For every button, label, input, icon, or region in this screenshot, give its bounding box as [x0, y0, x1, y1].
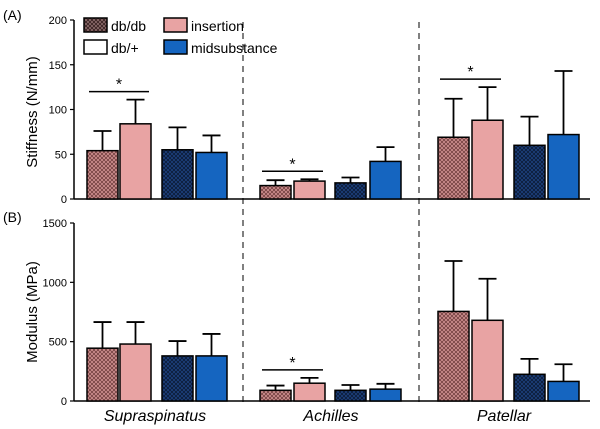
bar-supraspinatus-dbdb-midsubstance — [161, 355, 194, 402]
bar-supraspinatus-dbplus-insertion — [119, 343, 152, 402]
modulus-panel: 0 500 1000 1500 * — [43, 218, 590, 408]
legend-swatch-insertion — [163, 17, 188, 33]
y-tick-label-a: 50 — [55, 149, 67, 161]
bar-achilles-dbdb-insertion — [259, 184, 292, 200]
category-label-supraspinatus: Supraspinatus — [104, 408, 206, 425]
significance-star-achilles: * — [289, 156, 295, 173]
legend: db/db db/+ insertion midsubstance — [83, 17, 278, 56]
y-tick-label-b: 0 — [61, 396, 67, 408]
bar-supraspinatus-dbdb-midsubstance — [161, 149, 194, 200]
y-tick-label-b: 1500 — [43, 218, 67, 230]
panel-b-label: (B) — [3, 209, 22, 225]
bar-achilles-dbplus-insertion — [293, 382, 326, 402]
category-label-achilles: Achilles — [302, 408, 358, 425]
significance-star-achilles: * — [289, 355, 295, 372]
legend-swatch-dbdb — [83, 17, 108, 33]
bar-patellar-dbplus-insertion — [471, 319, 504, 402]
bar-patellar-dbdb-midsubstance — [513, 373, 546, 402]
y-tick-label-a: 200 — [49, 15, 67, 27]
y-tick-label-a: 0 — [61, 194, 67, 206]
y-tick-label-a: 150 — [49, 60, 67, 72]
bar-supraspinatus-dbplus-midsubstance — [195, 355, 228, 402]
bar-patellar-dbplus-insertion — [471, 119, 504, 200]
significance-star-patellar: * — [467, 64, 473, 81]
bar-achilles-dbplus-insertion — [293, 180, 326, 200]
bar-patellar-dbdb-insertion — [437, 136, 470, 200]
bar-patellar-dbdb-insertion — [437, 310, 470, 402]
legend-label-dbplus: db/+ — [111, 40, 139, 56]
bar-supraspinatus-dbdb-insertion — [86, 149, 119, 200]
legend-label-dbdb: db/db — [111, 18, 146, 34]
significance-star-supraspinatus: * — [116, 77, 122, 94]
panel-b-ylabel: Modulus (MPa) — [24, 261, 41, 363]
panel-a-label: (A) — [3, 7, 22, 23]
bar-achilles-dbdb-midsubstance — [334, 182, 367, 200]
legend-swatch-dbplus — [83, 39, 108, 55]
stiffness-panel: 0 50 100 150 200 * * * — [49, 15, 590, 206]
legend-label-midsubstance: midsubstance — [191, 40, 278, 56]
bar-achilles-dbdb-midsubstance — [334, 389, 367, 402]
bar-patellar-dbplus-midsubstance — [547, 380, 580, 402]
y-tick-label-b: 500 — [49, 337, 67, 349]
bar-supraspinatus-dbplus-insertion — [119, 123, 152, 200]
category-label-patellar: Patellar — [477, 408, 532, 425]
bar-supraspinatus-dbplus-midsubstance — [195, 151, 228, 200]
bar-achilles-dbdb-insertion — [259, 389, 292, 402]
bar-patellar-dbplus-midsubstance — [547, 133, 580, 200]
bar-achilles-dbplus-midsubstance — [369, 160, 402, 200]
panel-a-ylabel: Stiffness (N/mm) — [24, 56, 41, 167]
legend-swatch-midsubstance — [163, 39, 188, 55]
y-tick-label-a: 100 — [49, 105, 67, 117]
bar-patellar-dbdb-midsubstance — [513, 144, 546, 200]
y-tick-label-b: 1000 — [43, 277, 67, 289]
bar-achilles-dbplus-midsubstance — [369, 388, 402, 402]
legend-label-insertion: insertion — [191, 18, 244, 34]
bar-supraspinatus-dbdb-insertion — [86, 347, 119, 402]
